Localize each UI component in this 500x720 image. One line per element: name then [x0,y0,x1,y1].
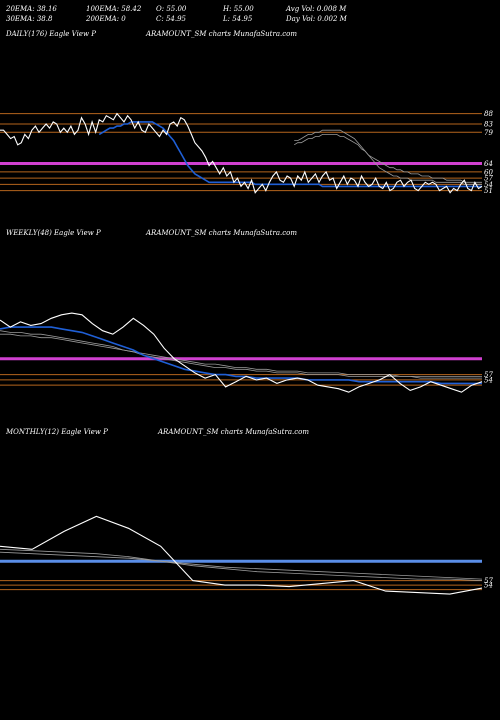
daily-price-line [0,112,483,194]
header-row1-col5: Avg Vol: 0.008 M [286,5,347,13]
weekly-ema-gray-2-line [0,333,482,377]
weekly-tick-label: 54 [484,376,493,384]
header-row2-col4: L: 54.95 [223,15,253,23]
monthly-price-line [0,515,483,595]
header-row1-col4: H: 55.00 [223,5,254,13]
monthly-panel-source: ARAMOUNT_SM charts MunafaSutra.com [158,428,310,436]
monthly-tick-label: 57 [484,577,493,585]
monthly-ema-gray-2-line [0,551,483,580]
header-row2-col5: Day Vol: 0.002 M [286,15,347,23]
daily-ema-gray-2-line [293,134,482,183]
weekly-price-line [0,312,483,393]
daily-tick-label: 83 [484,120,493,128]
daily-tick-label: 60 [484,168,493,176]
monthly-tick-label: 54 [484,582,493,590]
monthly-ema-gray-1-line [0,548,483,581]
header-row1-col2: 100EMA: 58.42 [86,5,142,13]
weekly-tick-label: 57 [484,371,493,379]
daily-tick-label: 54 [484,181,493,189]
daily-tick-label: 51 [484,187,493,195]
header-row2-col3: C: 54.95 [156,15,186,23]
weekly-ema-gray-1-line [0,330,482,379]
header-row1-col3: O: 55.00 [156,5,187,13]
weekly-ema-blue-line [0,326,482,385]
daily-ema-blue-line [98,121,482,188]
daily-tick-label: 79 [484,129,493,137]
header-row2-col1: 30EMA: 38.8 [6,15,53,23]
header-row2-col2: 200EMA: 0 [86,15,126,23]
header-row1-col1: 20EMA: 38.16 [6,5,57,13]
daily-panel-source: ARAMOUNT_SM charts MunafaSutra.com [146,30,298,38]
daily-tick-label: 64 [484,160,493,168]
weekly-panel-label: WEEKLY(48) Eagle View P [6,229,101,237]
daily-ema-gray-1-line [294,129,482,185]
weekly-panel-source: ARAMOUNT_SM charts MunafaSutra.com [146,229,298,237]
daily-panel-label: DAILY(176) Eagle View P [6,30,96,38]
daily-tick-label: 88 [484,110,493,118]
daily-tick-label: 57 [484,175,493,183]
monthly-panel-label: MONTHLY(12) Eagle View P [6,428,108,436]
